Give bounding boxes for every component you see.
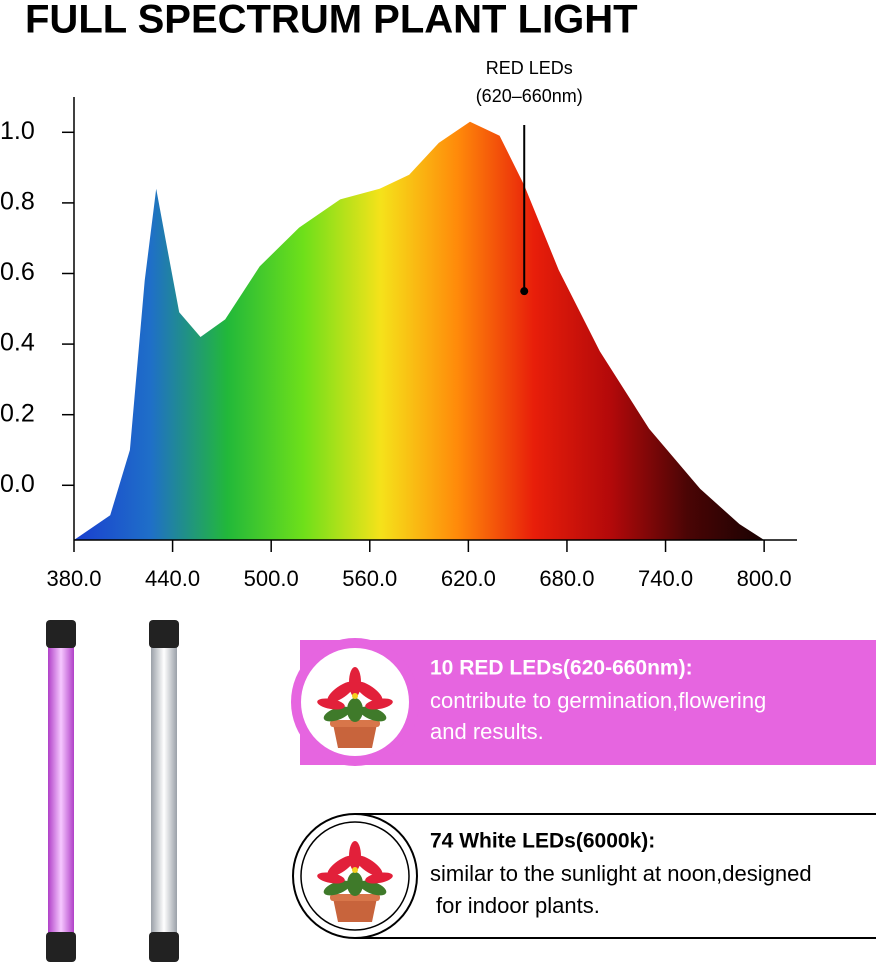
y-tick-label: 1.0 <box>0 117 35 145</box>
spectrum-area <box>74 121 765 540</box>
annotation-text: RED LEDs <box>486 58 573 78</box>
led-tubes <box>46 620 179 962</box>
card-heading: 10 RED LEDs(620-660nm): <box>430 657 693 680</box>
x-tick-label: 800.0 <box>737 566 792 591</box>
annotation-dot <box>520 287 529 296</box>
x-tick-label: 440.0 <box>145 566 200 591</box>
annotation-text: (620–660nm) <box>476 86 583 106</box>
x-tick-label: 740.0 <box>638 566 693 591</box>
card-text: for indoor plants. <box>436 893 600 918</box>
red-led-card: 10 RED LEDs(620-660nm): contribute to ge… <box>291 638 876 766</box>
card-heading: 74 White LEDs(6000k): <box>430 830 655 853</box>
x-tick-label: 380.0 <box>46 566 101 591</box>
card-text: and results. <box>430 719 544 744</box>
card-text: similar to the sunlight at noon,designed <box>430 861 812 886</box>
y-tick-label: 0.2 <box>0 399 35 427</box>
x-tick-label: 560.0 <box>342 566 397 591</box>
spectrum-chart: 0.0 0.2 0.4 0.6 0.8 1.0 380.0 440.0 500.0 560.0 62… <box>0 58 797 591</box>
y-tick-label: 0.8 <box>0 188 35 216</box>
x-tick-label: 500.0 <box>244 566 299 591</box>
y-tick-label: 0.4 <box>0 329 35 357</box>
y-tick-label: 0.0 <box>0 470 35 498</box>
x-tick-label: 680.0 <box>539 566 594 591</box>
x-tick-label: 620.0 <box>441 566 496 591</box>
card-text: contribute to germination,flowering <box>430 688 766 713</box>
y-tick-label: 0.6 <box>0 258 35 286</box>
chart-title: FULL SPECTRUM PLANT LIGHT <box>25 0 638 42</box>
white-led-card: 74 White LEDs(6000k): similar to the sun… <box>292 813 876 939</box>
